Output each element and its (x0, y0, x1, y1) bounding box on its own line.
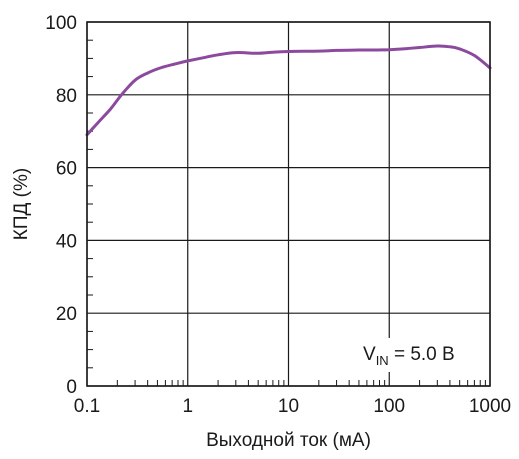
minor-ticks (87, 39, 486, 386)
x-tick-label: 100 (373, 396, 405, 417)
vin-subscript: IN (376, 353, 389, 368)
y-tick-labels: 0 20 40 60 80 100 (45, 13, 77, 398)
vin-prefix: V (363, 344, 376, 365)
y-tick-label: 100 (45, 13, 77, 34)
y-axis-title: КПД (%) (11, 168, 32, 240)
series-layer (85, 44, 492, 137)
grid-lines (86, 21, 491, 387)
vin-annotation: VIN = 5.0 В (363, 344, 455, 368)
x-tick-label: 10 (278, 396, 299, 417)
y-tick-label: 60 (56, 159, 77, 180)
annotation-box: VIN = 5.0 В (356, 338, 484, 372)
y-tick-label: 0 (66, 377, 77, 398)
x-tick-labels: 0.1 1 10 100 1000 (74, 396, 511, 417)
y-tick-label: 20 (56, 304, 77, 325)
x-tick-label: 1 (182, 396, 193, 417)
efficiency-curve (85, 44, 492, 137)
vin-suffix: = 5.0 В (389, 344, 455, 365)
x-tick-label: 1000 (469, 396, 511, 417)
plot-frame (86, 21, 491, 387)
x-axis-title: Выходной ток (мА) (206, 430, 371, 451)
x-tick-label: 0.1 (74, 396, 100, 417)
y-tick-label: 80 (56, 86, 77, 107)
y-tick-label: 40 (56, 231, 77, 252)
